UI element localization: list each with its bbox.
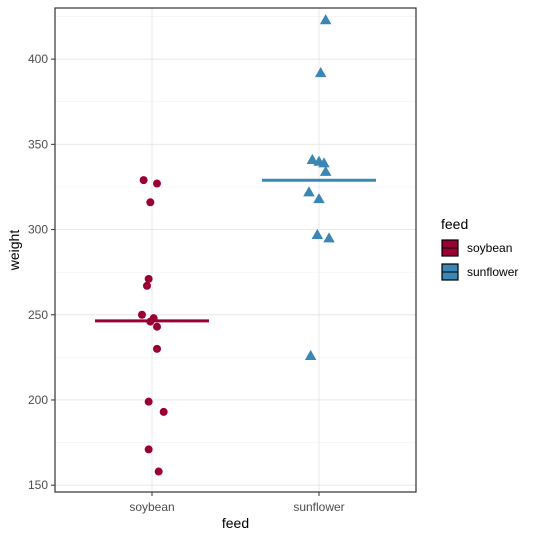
y-tick-label: 300 [28, 223, 48, 237]
data-point [146, 317, 155, 326]
x-tick-label: soybean [129, 500, 174, 514]
y-tick-label: 150 [28, 478, 48, 492]
data-point [319, 165, 332, 176]
data-point [303, 186, 315, 197]
data-point [313, 193, 325, 204]
data-point [153, 322, 162, 331]
x-axis-title: feed [222, 515, 249, 531]
y-axis: 150 200 250 300 350 400 [28, 52, 55, 492]
legend-title: feed [441, 216, 468, 232]
data-point [142, 281, 151, 290]
y-tick-label: 350 [28, 137, 48, 151]
x-tick-label: sunflower [293, 500, 344, 514]
legend-label-soybean: soybean [467, 241, 512, 255]
data-point [146, 198, 155, 207]
plot-panel-border [54, 7, 417, 493]
data-point [311, 228, 324, 239]
legend-label-sunflower: sunflower [467, 265, 518, 279]
legend-keys: soybean sunflower [441, 239, 518, 281]
data-point [318, 157, 330, 168]
data-point [323, 232, 335, 243]
data-point [137, 310, 146, 319]
x-axis: soybean sunflower [129, 492, 345, 514]
data-point [154, 467, 163, 476]
data-point [144, 445, 153, 454]
legend: feed soybean sunflower [441, 216, 518, 281]
data-point [144, 274, 153, 283]
data-point [159, 407, 168, 416]
grid-minor [55, 16, 416, 443]
grid-major [55, 8, 416, 492]
y-axis-title: weight [6, 230, 22, 272]
data-point [139, 176, 148, 185]
data-point [306, 153, 319, 164]
data-point [144, 397, 153, 406]
data-point [304, 349, 317, 360]
y-tick-label: 200 [28, 393, 48, 407]
data-point [153, 179, 162, 188]
data-point [153, 344, 162, 353]
data-point [314, 67, 327, 78]
data-point [319, 14, 332, 25]
y-tick-label: 250 [28, 308, 48, 322]
y-tick-label: 400 [28, 52, 48, 66]
data-points [137, 14, 335, 476]
